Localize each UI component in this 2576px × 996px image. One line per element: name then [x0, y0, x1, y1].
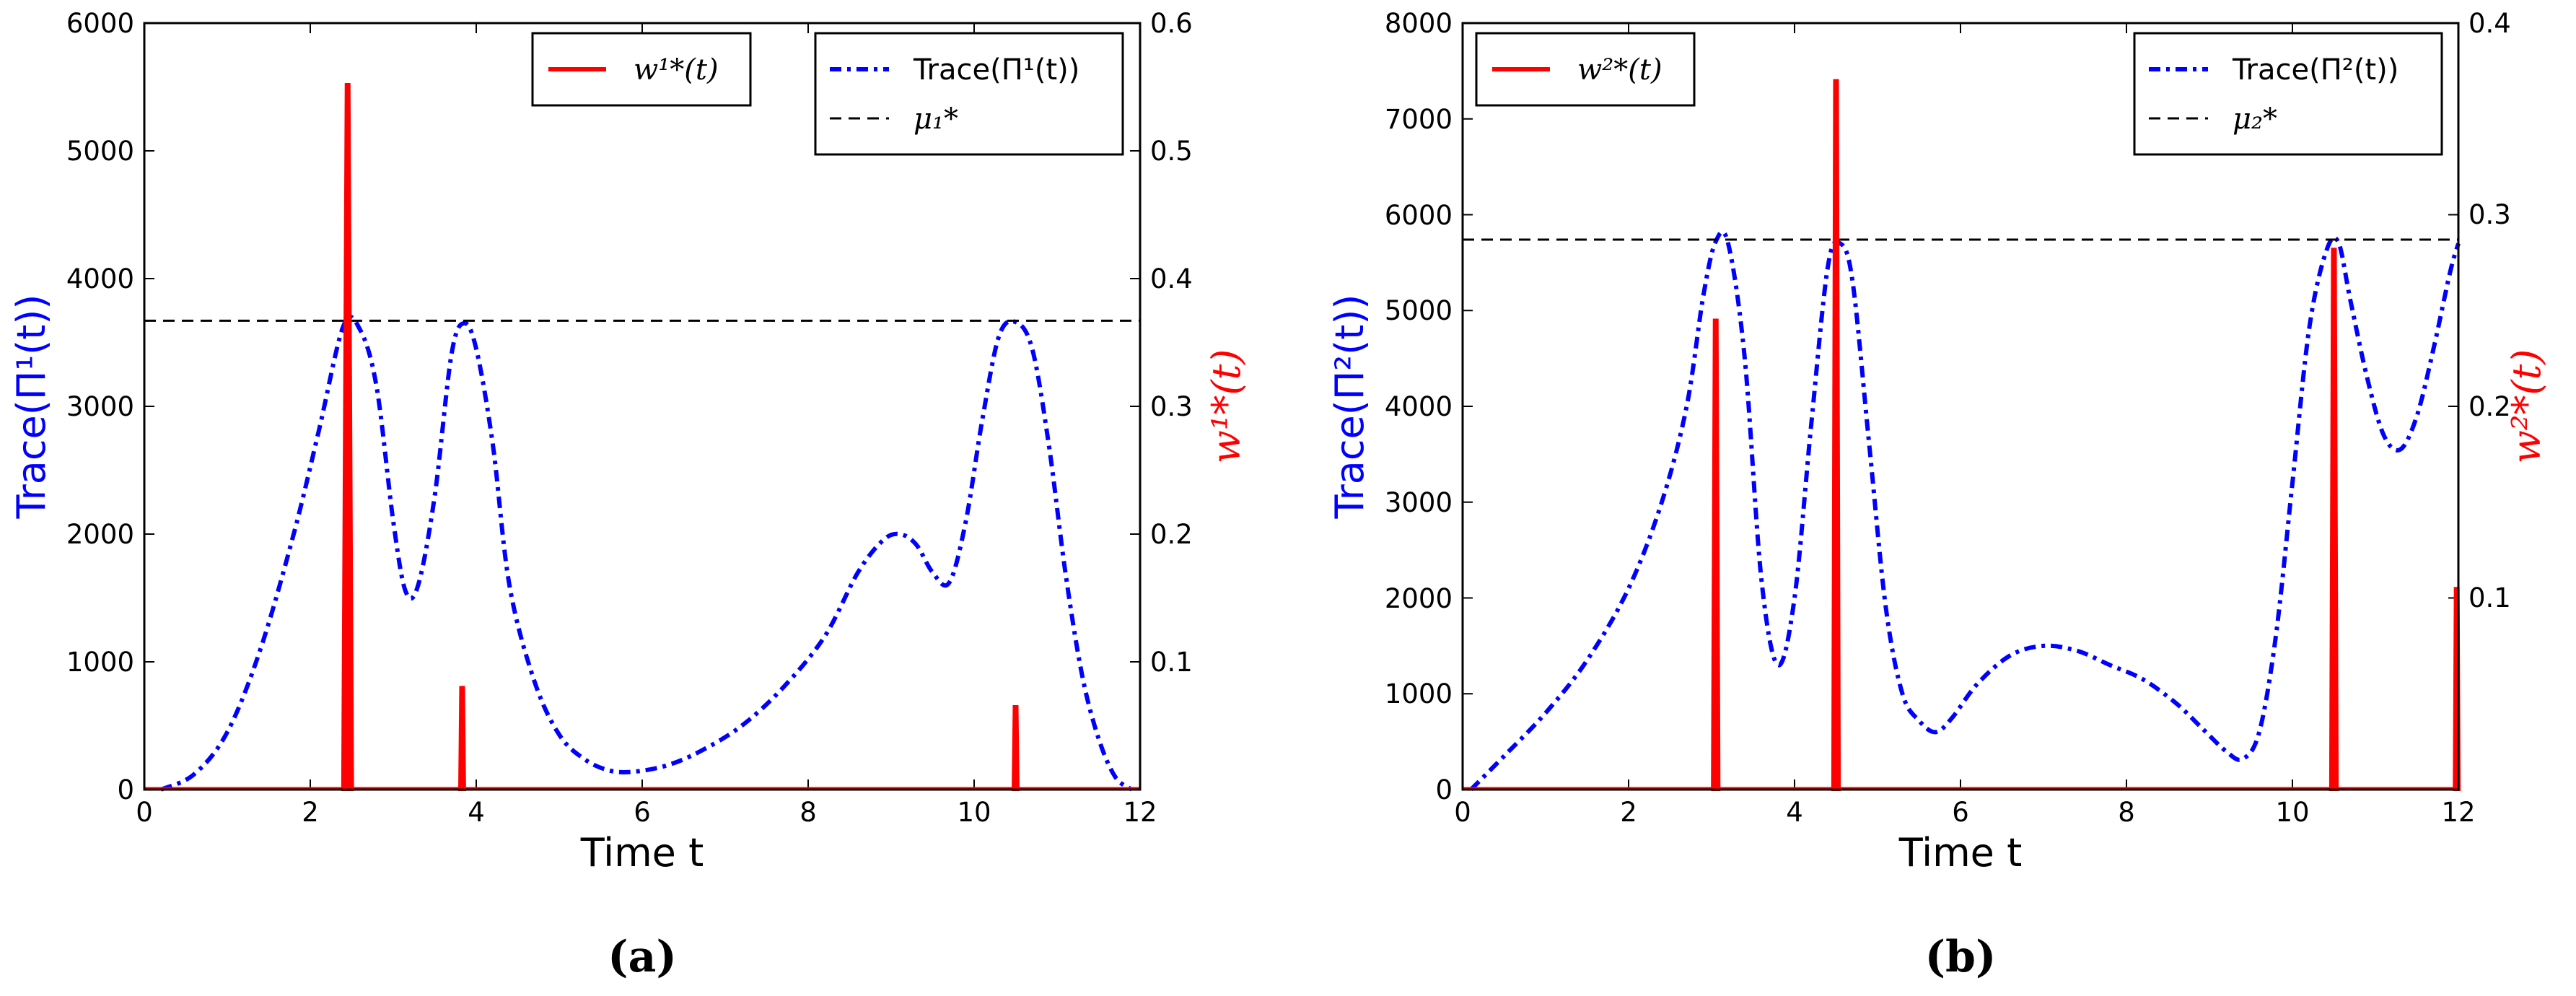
plot-a-legend-w: w¹*(t) [531, 32, 752, 107]
plot-a-ytick-left: 6000 [66, 8, 134, 39]
plot-b-xtick: 8 [2118, 797, 2135, 828]
plot-b-ylabel-right: w²*(t) [2504, 349, 2549, 464]
panel-b: 0 1000 2000 3000 4000 5000 6000 7000 800… [1327, 8, 2549, 982]
plot-a-ytick-right: 0.4 [1150, 263, 1193, 294]
plot-b-xtick: 0 [1454, 797, 1471, 828]
plot-a-legend-trace-label: Trace(Π¹(t)) [913, 53, 1079, 87]
plot-b-w-spike [2329, 248, 2339, 791]
plot-b-left-ticks: 0 1000 2000 3000 4000 5000 6000 7000 800… [1385, 8, 1453, 805]
plot-a-legend-w-label: w¹*(t) [634, 53, 719, 87]
plot-a-ytick-right: 0.5 [1150, 136, 1193, 167]
plot-a-ylabel-right: w¹*(t) [1204, 349, 1249, 464]
plot-a-x-ticks: 0 2 4 6 8 10 12 [136, 797, 1157, 828]
plot-b-ytick-left: 2000 [1385, 583, 1453, 614]
plot-a-right-ticks: 0.1 0.2 0.3 0.4 0.5 0.6 [1150, 8, 1193, 678]
plot-b-ytick-left: 3000 [1385, 487, 1453, 518]
plot-b-legend-trace: Trace(Π²(t)) μ₂* [2133, 32, 2443, 156]
plot-b-legend-trace-label: Trace(Π²(t)) [2232, 53, 2398, 87]
plot-a-ytick-left: 1000 [66, 647, 134, 678]
plot-b-xtick: 6 [1952, 797, 1969, 828]
plot-a-frame [143, 22, 1142, 791]
plot-b-ytick-left: 6000 [1385, 200, 1453, 231]
plot-a-left-ticks: 0 1000 2000 3000 4000 5000 6000 [66, 8, 134, 805]
plot-b-frame [1461, 22, 2460, 791]
plot-a-ytick-left: 3000 [66, 391, 134, 422]
plot-b-ytick-right: 0.2 [2468, 391, 2511, 422]
plot-a-ylabel-left: Trace(Π¹(t)) [9, 294, 54, 520]
plot-a-ytick-right: 0.2 [1150, 519, 1193, 550]
plot-b-ytick-left: 8000 [1385, 8, 1453, 39]
plot-a-ytick-left: 2000 [66, 519, 134, 550]
plot-a-legend-trace-box [814, 32, 1124, 156]
plot-b-ytick-left: 0 [1435, 774, 1453, 805]
plot-b-legend-w: w²*(t) [1475, 32, 1696, 107]
plot-b-x-ticks: 0 2 4 6 8 10 12 [1454, 797, 2475, 828]
plot-a-w-spike [457, 686, 466, 791]
plot-b-xtick: 10 [2275, 797, 2309, 828]
plot-b-w-spike [1831, 79, 1841, 791]
plot-a-w-spike [1012, 704, 1020, 791]
plot-a-xtick: 6 [634, 797, 651, 828]
plot-a-xtick: 12 [1123, 797, 1157, 828]
plot-a-ytick-right: 0.6 [1150, 8, 1193, 39]
plot-b-right-ticks: 0.1 0.2 0.3 0.4 [2468, 8, 2511, 613]
plot-b-ytick-right: 0.3 [2468, 199, 2511, 230]
plot-b-legend-trace-box [2133, 32, 2443, 156]
plot-b-ytick-left: 5000 [1385, 295, 1453, 326]
plot-b-ytick-right: 0.4 [2468, 8, 2511, 39]
plot-a-trace-line [159, 315, 1134, 792]
plot-a-ytick-left: 5000 [66, 136, 134, 167]
plot-b-caption: (b) [1925, 932, 1997, 982]
plot-b-ylabel-left: Trace(Π²(t)) [1327, 294, 1372, 520]
plot-a-ytick-left: 4000 [66, 263, 134, 294]
plot-a-xlabel: Time t [580, 830, 704, 875]
plot-a-ytick-right: 0.3 [1150, 391, 1193, 422]
plot-a-w-spike [341, 82, 354, 791]
panel-a: 0 1000 2000 3000 4000 5000 6000 0.1 0.2 … [9, 8, 1249, 982]
plot-a-xtick: 8 [799, 797, 817, 828]
plot-a-ytick-left: 0 [117, 774, 134, 805]
plot-b-xtick: 4 [1786, 797, 1803, 828]
plot-a-xtick: 0 [136, 797, 153, 828]
plot-b-xtick: 12 [2441, 797, 2475, 828]
plot-b-xlabel: Time t [1898, 830, 2023, 875]
plot-b-legend-mu-label: μ₂* [2233, 102, 2277, 136]
plot-b-trace-line [1469, 230, 2461, 792]
plot-a-legend-trace: Trace(Π¹(t)) μ₁* [814, 32, 1124, 156]
plot-b-xtick: 2 [1620, 797, 1637, 828]
plot-a-xtick: 2 [302, 797, 319, 828]
plot-a-xtick: 4 [468, 797, 485, 828]
plot-b-ytick-left: 1000 [1385, 678, 1453, 709]
plot-b-ytick-left: 4000 [1385, 391, 1453, 422]
plot-a-xtick: 10 [957, 797, 991, 828]
plot-a-ytick-right: 0.1 [1150, 647, 1193, 678]
plot-b-ytick-right: 0.1 [2468, 582, 2511, 613]
plot-a-caption: (a) [608, 932, 677, 982]
plot-b-w-spike [1711, 318, 1721, 791]
plot-b-legend-w-label: w²*(t) [1577, 53, 1662, 87]
plot-b-ytick-left: 7000 [1385, 104, 1453, 135]
plot-a-legend-mu-label: μ₁* [914, 102, 958, 136]
